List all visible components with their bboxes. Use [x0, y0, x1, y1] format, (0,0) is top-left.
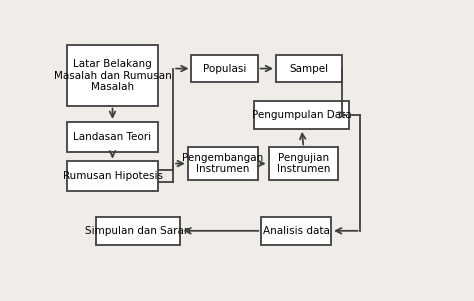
Text: Pengumpulan Data: Pengumpulan Data: [252, 110, 352, 120]
Text: Pengujian
Instrumen: Pengujian Instrumen: [277, 153, 330, 174]
FancyBboxPatch shape: [254, 101, 349, 129]
FancyBboxPatch shape: [276, 55, 342, 82]
Text: Pengembangan
Instrumen: Pengembangan Instrumen: [182, 153, 264, 174]
Text: Rumusan Hipotesis: Rumusan Hipotesis: [63, 171, 163, 181]
FancyBboxPatch shape: [96, 217, 181, 245]
FancyBboxPatch shape: [261, 217, 331, 245]
FancyBboxPatch shape: [66, 45, 158, 106]
FancyBboxPatch shape: [66, 161, 158, 191]
Text: Sampel: Sampel: [290, 64, 328, 73]
Text: Latar Belakang
Masalah dan Rumusan
Masalah: Latar Belakang Masalah dan Rumusan Masal…: [54, 59, 172, 92]
Text: Analisis data: Analisis data: [263, 226, 329, 236]
FancyBboxPatch shape: [269, 147, 338, 180]
Text: Simpulan dan Saran: Simpulan dan Saran: [85, 226, 191, 236]
FancyBboxPatch shape: [191, 55, 258, 82]
Text: Populasi: Populasi: [203, 64, 246, 73]
Text: Landasan Teori: Landasan Teori: [73, 132, 152, 142]
FancyBboxPatch shape: [188, 147, 258, 180]
FancyBboxPatch shape: [66, 122, 158, 152]
